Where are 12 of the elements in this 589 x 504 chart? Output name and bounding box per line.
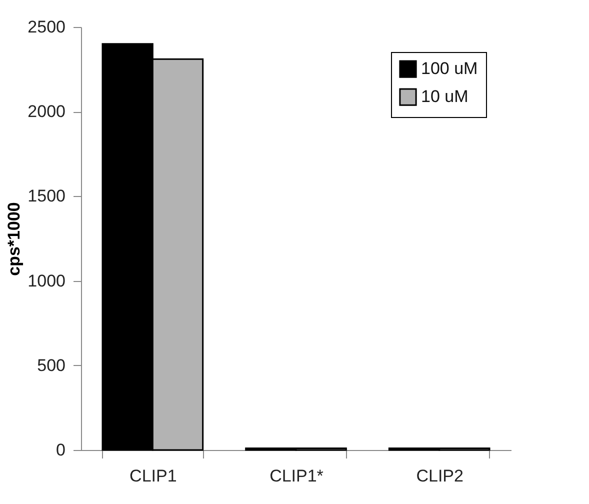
y-tick-label: 0 xyxy=(56,440,66,460)
y-axis-title: cps*1000 xyxy=(4,202,24,276)
y-tick-label: 2500 xyxy=(28,18,66,36)
y-tick-label: 2000 xyxy=(28,102,66,122)
x-tick-label: CLIP1* xyxy=(270,466,324,486)
legend-label: 10 uM xyxy=(421,87,468,106)
y-tick-label: 1500 xyxy=(28,186,66,206)
y-tick-label: 500 xyxy=(37,356,66,375)
x-tick-label: CLIP2 xyxy=(416,466,464,486)
legend-label: 100 uM xyxy=(421,59,478,78)
x-tick-label: CLIP1 xyxy=(130,466,177,486)
y-tick-label: 1000 xyxy=(28,271,66,290)
